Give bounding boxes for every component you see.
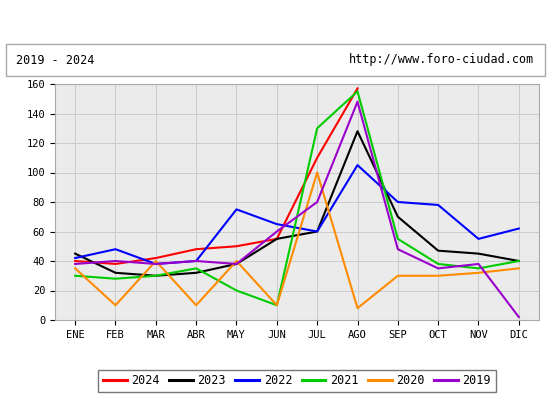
Text: 2019 - 2024: 2019 - 2024 [16,54,95,66]
Text: http://www.foro-ciudad.com: http://www.foro-ciudad.com [349,54,534,66]
Legend: 2024, 2023, 2022, 2021, 2020, 2019: 2024, 2023, 2022, 2021, 2020, 2019 [98,370,496,392]
Text: Evolucion Nº Turistas Extranjeros en el municipio de Benuza: Evolucion Nº Turistas Extranjeros en el … [17,12,533,28]
